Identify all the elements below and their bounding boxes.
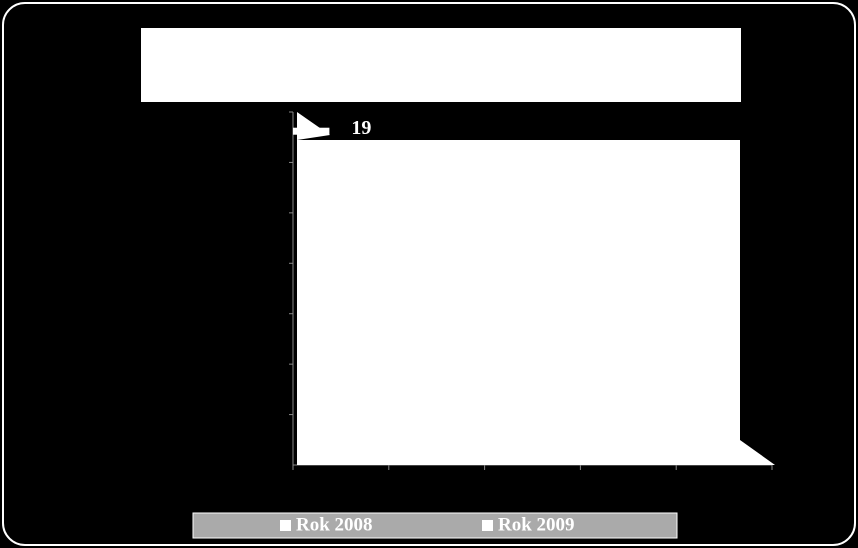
x-tick-label: 200 — [661, 491, 691, 513]
legend-label: Rok 2008 — [296, 514, 373, 535]
legend-label: Rok 2009 — [498, 514, 575, 535]
bar — [293, 127, 330, 135]
x-tick-label: 250 — [757, 491, 787, 513]
x-tick-label: 150 — [565, 491, 595, 513]
legend-box — [192, 512, 678, 539]
y-tick-label: Mikrobiológia — [159, 430, 275, 451]
y-tick-label: Aditívne látky — [159, 329, 275, 350]
y-tick-label: Označovanie — [171, 279, 276, 300]
x-tick-label: 50 — [379, 491, 399, 513]
y-tick-label: Kontaminanty — [157, 380, 276, 401]
data-label: 19 — [351, 117, 371, 139]
y-tick-label: Fyzikálno-chemické… — [93, 178, 275, 199]
x-tick-label: 100 — [470, 491, 500, 513]
x-tick-label: 0 — [288, 491, 298, 513]
y-tick-label: Alergény — [201, 128, 275, 149]
plot-overlay — [297, 140, 775, 465]
legend-swatch — [482, 520, 493, 531]
title-box — [141, 28, 741, 102]
y-tick-label: Senzorické ukazovatele — [86, 228, 275, 249]
legend-swatch — [280, 520, 291, 531]
